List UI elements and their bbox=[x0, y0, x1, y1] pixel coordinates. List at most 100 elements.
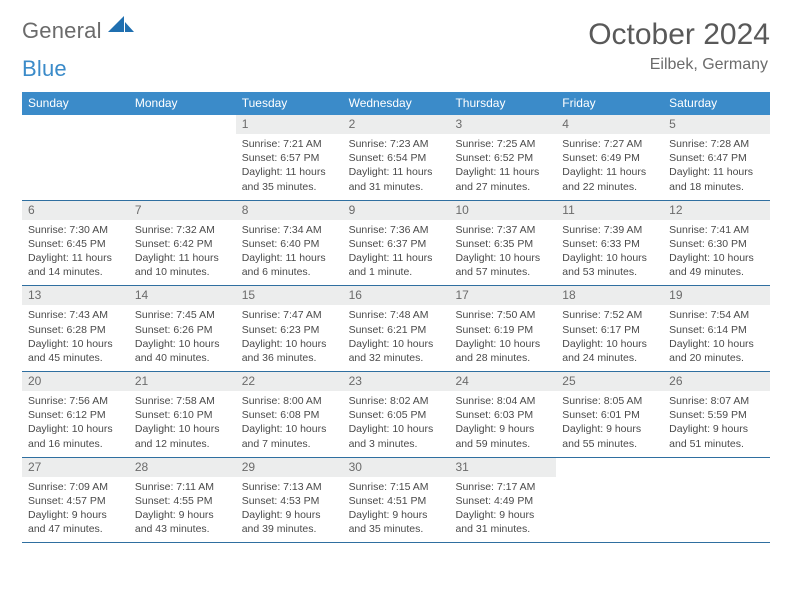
sunset-line: Sunset: 6:47 PM bbox=[669, 151, 764, 165]
header-right: October 2024 Eilbek, Germany bbox=[588, 18, 770, 74]
sunset-line: Sunset: 6:19 PM bbox=[455, 323, 550, 337]
day-number: 23 bbox=[343, 372, 450, 391]
page-title: October 2024 bbox=[588, 18, 770, 52]
day-number: 30 bbox=[343, 458, 450, 477]
day-details: Sunrise: 7:25 AMSunset: 6:52 PMDaylight:… bbox=[449, 134, 556, 200]
sunset-line: Sunset: 6:23 PM bbox=[242, 323, 337, 337]
day-details: Sunrise: 7:39 AMSunset: 6:33 PMDaylight:… bbox=[556, 220, 663, 286]
daylight-line: Daylight: 10 hours and 3 minutes. bbox=[349, 422, 444, 450]
daylight-line: Daylight: 10 hours and 45 minutes. bbox=[28, 337, 123, 365]
dow-sat: Saturday bbox=[663, 92, 770, 115]
calendar-cell: 12Sunrise: 7:41 AMSunset: 6:30 PMDayligh… bbox=[663, 201, 770, 286]
day-number: 25 bbox=[556, 372, 663, 391]
day-number bbox=[663, 458, 770, 477]
sunset-line: Sunset: 6:42 PM bbox=[135, 237, 230, 251]
daylight-line: Daylight: 10 hours and 12 minutes. bbox=[135, 422, 230, 450]
sunrise-line: Sunrise: 7:58 AM bbox=[135, 394, 230, 408]
day-number: 16 bbox=[343, 286, 450, 305]
sunrise-line: Sunrise: 7:28 AM bbox=[669, 137, 764, 151]
day-number: 1 bbox=[236, 115, 343, 134]
day-details: Sunrise: 7:23 AMSunset: 6:54 PMDaylight:… bbox=[343, 134, 450, 200]
day-number: 4 bbox=[556, 115, 663, 134]
sunrise-line: Sunrise: 8:02 AM bbox=[349, 394, 444, 408]
day-number: 20 bbox=[22, 372, 129, 391]
daylight-line: Daylight: 9 hours and 47 minutes. bbox=[28, 508, 123, 536]
day-details: Sunrise: 7:27 AMSunset: 6:49 PMDaylight:… bbox=[556, 134, 663, 200]
daylight-line: Daylight: 11 hours and 6 minutes. bbox=[242, 251, 337, 279]
calendar-cell: 2Sunrise: 7:23 AMSunset: 6:54 PMDaylight… bbox=[343, 115, 450, 200]
dow-fri: Friday bbox=[556, 92, 663, 115]
daylight-line: Daylight: 10 hours and 16 minutes. bbox=[28, 422, 123, 450]
sunrise-line: Sunrise: 7:17 AM bbox=[455, 480, 550, 494]
sunrise-line: Sunrise: 7:39 AM bbox=[562, 223, 657, 237]
day-details: Sunrise: 7:37 AMSunset: 6:35 PMDaylight:… bbox=[449, 220, 556, 286]
daylight-line: Daylight: 11 hours and 27 minutes. bbox=[455, 165, 550, 193]
sunset-line: Sunset: 6:37 PM bbox=[349, 237, 444, 251]
calendar-cell: 10Sunrise: 7:37 AMSunset: 6:35 PMDayligh… bbox=[449, 201, 556, 286]
calendar-cell: 20Sunrise: 7:56 AMSunset: 6:12 PMDayligh… bbox=[22, 372, 129, 457]
sunrise-line: Sunrise: 7:09 AM bbox=[28, 480, 123, 494]
day-details: Sunrise: 8:05 AMSunset: 6:01 PMDaylight:… bbox=[556, 391, 663, 457]
day-number: 6 bbox=[22, 201, 129, 220]
calendar-week: 6Sunrise: 7:30 AMSunset: 6:45 PMDaylight… bbox=[22, 201, 770, 287]
sunset-line: Sunset: 6:10 PM bbox=[135, 408, 230, 422]
calendar-cell: 8Sunrise: 7:34 AMSunset: 6:40 PMDaylight… bbox=[236, 201, 343, 286]
daylight-line: Daylight: 10 hours and 40 minutes. bbox=[135, 337, 230, 365]
day-details: Sunrise: 7:41 AMSunset: 6:30 PMDaylight:… bbox=[663, 220, 770, 286]
sunset-line: Sunset: 6:49 PM bbox=[562, 151, 657, 165]
weekday-header: Sunday Monday Tuesday Wednesday Thursday… bbox=[22, 92, 770, 115]
calendar-cell: 30Sunrise: 7:15 AMSunset: 4:51 PMDayligh… bbox=[343, 458, 450, 543]
daylight-line: Daylight: 9 hours and 51 minutes. bbox=[669, 422, 764, 450]
calendar-cell: 1Sunrise: 7:21 AMSunset: 6:57 PMDaylight… bbox=[236, 115, 343, 200]
daylight-line: Daylight: 9 hours and 59 minutes. bbox=[455, 422, 550, 450]
brand-word2: Blue bbox=[22, 56, 67, 81]
sail-icon bbox=[108, 14, 134, 37]
day-number: 19 bbox=[663, 286, 770, 305]
day-number: 22 bbox=[236, 372, 343, 391]
sunrise-line: Sunrise: 7:56 AM bbox=[28, 394, 123, 408]
sunrise-line: Sunrise: 7:54 AM bbox=[669, 308, 764, 322]
calendar-week: 20Sunrise: 7:56 AMSunset: 6:12 PMDayligh… bbox=[22, 372, 770, 458]
day-number: 9 bbox=[343, 201, 450, 220]
daylight-line: Daylight: 11 hours and 14 minutes. bbox=[28, 251, 123, 279]
day-details: Sunrise: 7:58 AMSunset: 6:10 PMDaylight:… bbox=[129, 391, 236, 457]
daylight-line: Daylight: 11 hours and 18 minutes. bbox=[669, 165, 764, 193]
daylight-line: Daylight: 9 hours and 39 minutes. bbox=[242, 508, 337, 536]
daylight-line: Daylight: 11 hours and 31 minutes. bbox=[349, 165, 444, 193]
calendar: Sunday Monday Tuesday Wednesday Thursday… bbox=[22, 92, 770, 543]
sunset-line: Sunset: 6:45 PM bbox=[28, 237, 123, 251]
day-number: 24 bbox=[449, 372, 556, 391]
sunrise-line: Sunrise: 7:15 AM bbox=[349, 480, 444, 494]
calendar-cell: 29Sunrise: 7:13 AMSunset: 4:53 PMDayligh… bbox=[236, 458, 343, 543]
day-number: 7 bbox=[129, 201, 236, 220]
day-details: Sunrise: 7:11 AMSunset: 4:55 PMDaylight:… bbox=[129, 477, 236, 543]
daylight-line: Daylight: 11 hours and 22 minutes. bbox=[562, 165, 657, 193]
sunset-line: Sunset: 6:28 PM bbox=[28, 323, 123, 337]
day-details: Sunrise: 7:32 AMSunset: 6:42 PMDaylight:… bbox=[129, 220, 236, 286]
daylight-line: Daylight: 10 hours and 28 minutes. bbox=[455, 337, 550, 365]
sunrise-line: Sunrise: 8:05 AM bbox=[562, 394, 657, 408]
daylight-line: Daylight: 9 hours and 31 minutes. bbox=[455, 508, 550, 536]
calendar-cell: 13Sunrise: 7:43 AMSunset: 6:28 PMDayligh… bbox=[22, 286, 129, 371]
sunset-line: Sunset: 6:57 PM bbox=[242, 151, 337, 165]
day-number: 8 bbox=[236, 201, 343, 220]
day-number bbox=[22, 115, 129, 134]
day-details: Sunrise: 7:43 AMSunset: 6:28 PMDaylight:… bbox=[22, 305, 129, 371]
day-number: 13 bbox=[22, 286, 129, 305]
sunrise-line: Sunrise: 7:45 AM bbox=[135, 308, 230, 322]
sunset-line: Sunset: 6:54 PM bbox=[349, 151, 444, 165]
day-number: 14 bbox=[129, 286, 236, 305]
sunset-line: Sunset: 6:26 PM bbox=[135, 323, 230, 337]
sunrise-line: Sunrise: 7:34 AM bbox=[242, 223, 337, 237]
dow-mon: Monday bbox=[129, 92, 236, 115]
day-details: Sunrise: 7:17 AMSunset: 4:49 PMDaylight:… bbox=[449, 477, 556, 543]
calendar-cell bbox=[22, 115, 129, 200]
sunrise-line: Sunrise: 7:25 AM bbox=[455, 137, 550, 151]
sunset-line: Sunset: 6:33 PM bbox=[562, 237, 657, 251]
day-number: 18 bbox=[556, 286, 663, 305]
daylight-line: Daylight: 11 hours and 1 minute. bbox=[349, 251, 444, 279]
daylight-line: Daylight: 10 hours and 32 minutes. bbox=[349, 337, 444, 365]
calendar-cell: 21Sunrise: 7:58 AMSunset: 6:10 PMDayligh… bbox=[129, 372, 236, 457]
calendar-week: 27Sunrise: 7:09 AMSunset: 4:57 PMDayligh… bbox=[22, 458, 770, 544]
calendar-cell: 14 Sunrise: 7:45 AMSunset: 6:26 PMDayligh… bbox=[129, 286, 236, 371]
